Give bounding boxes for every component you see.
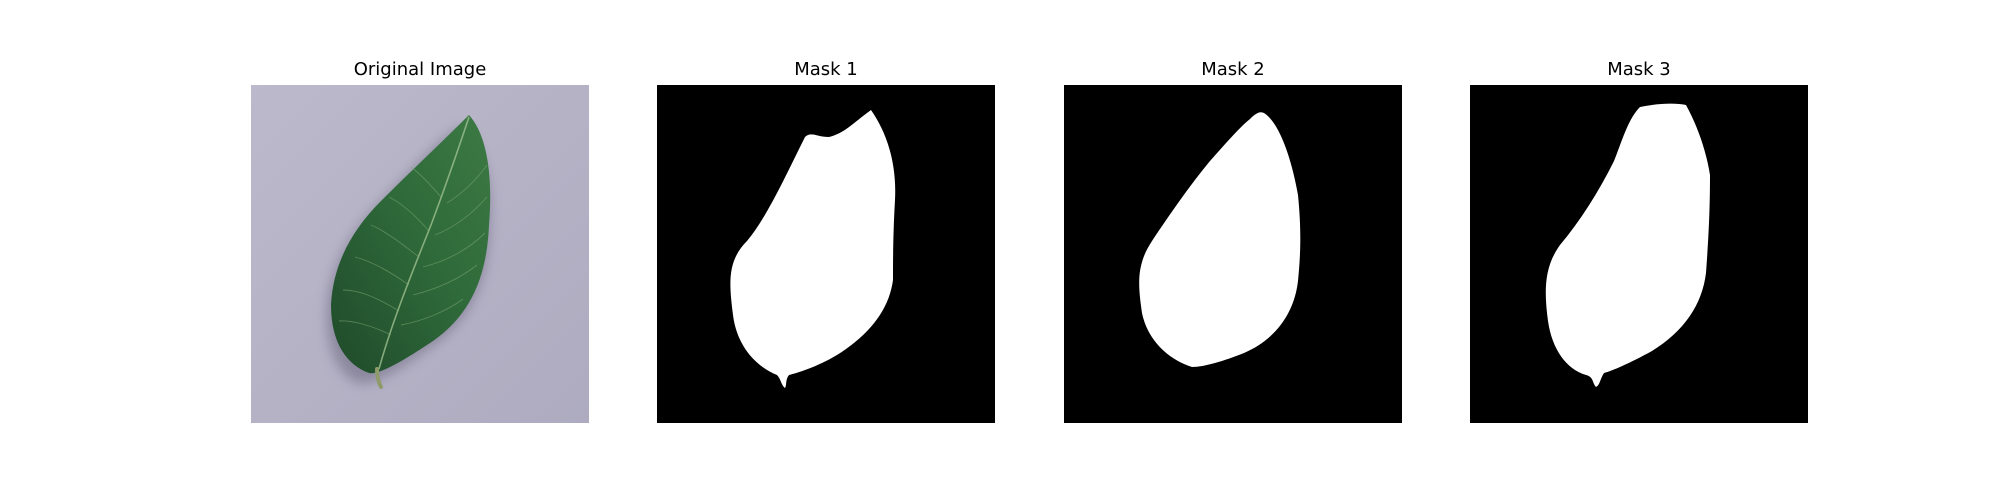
- panel-mask-2: Mask 2: [1064, 0, 1402, 500]
- mask-image: [657, 85, 995, 423]
- mask-image: [1064, 85, 1402, 423]
- mask-image: [1470, 85, 1808, 423]
- original-image: [251, 85, 589, 423]
- panel-title: Original Image: [353, 59, 487, 80]
- leaf-shape: [331, 115, 491, 374]
- leaf-petiole: [375, 367, 383, 389]
- leaf-veins: [338, 164, 488, 336]
- mask-region: [1139, 112, 1301, 367]
- panel-mask-3: Mask 3: [1470, 0, 1808, 500]
- panel-title: Mask 1: [794, 59, 858, 80]
- panel-mask-1: Mask 1: [657, 0, 995, 500]
- panel-title: Mask 3: [1607, 59, 1671, 80]
- leaf-midrib: [378, 116, 470, 370]
- panel-original-image: Original Image: [251, 0, 589, 500]
- panel-title: Mask 2: [1201, 59, 1265, 80]
- mask-region: [730, 110, 896, 388]
- mask-region: [1545, 103, 1710, 388]
